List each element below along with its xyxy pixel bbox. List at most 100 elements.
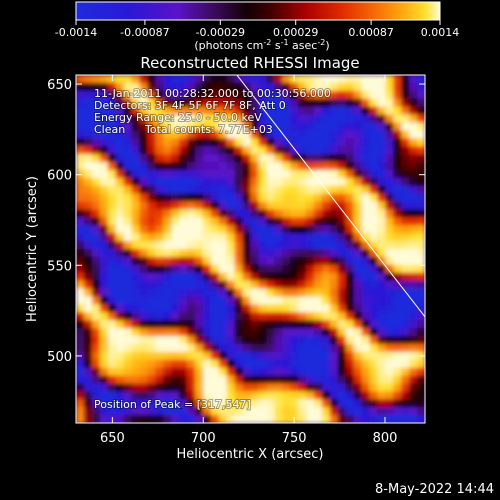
heatmap-cell xyxy=(123,249,133,258)
heatmap-cell xyxy=(99,138,109,147)
heatmap-cell xyxy=(337,296,347,305)
heatmap-cell xyxy=(409,280,418,290)
heatmap-cell xyxy=(385,225,394,234)
heatmap-cell xyxy=(115,98,125,108)
heatmap-cell xyxy=(345,375,355,385)
heatmap-cell xyxy=(194,114,204,124)
heatmap-cell xyxy=(202,343,212,353)
heatmap-cell xyxy=(187,146,196,155)
heatmap-cell xyxy=(298,256,307,266)
heatmap-cell xyxy=(83,146,93,155)
heatmap-cell xyxy=(107,130,117,139)
heatmap-cell xyxy=(385,201,394,211)
heatmap-cell xyxy=(234,288,244,298)
heatmap-cell xyxy=(274,82,283,92)
heatmap-cell xyxy=(345,82,355,92)
heatmap-cell xyxy=(337,193,347,203)
heatmap-cell xyxy=(210,130,220,139)
heatmap-cell xyxy=(91,154,101,163)
heatmap-cell xyxy=(147,391,156,400)
heatmap-cell xyxy=(115,162,125,171)
heatmap-cell xyxy=(290,367,299,377)
heatmap-cell xyxy=(266,241,275,250)
heatmap-cell xyxy=(234,272,244,282)
heatmap-cell xyxy=(99,217,109,226)
heatmap-cell xyxy=(194,106,204,116)
heatmap-cell xyxy=(290,288,299,298)
heatmap-cell xyxy=(131,280,141,290)
heatmap-cell xyxy=(139,280,148,290)
heatmap-cell xyxy=(329,312,339,321)
heatmap-cell xyxy=(218,391,228,400)
heatmap-cell xyxy=(369,98,379,108)
heatmap-cell xyxy=(274,272,283,282)
heatmap-cell xyxy=(409,399,418,408)
heatmap-cell xyxy=(401,320,410,329)
heatmap-cell xyxy=(226,225,236,234)
heatmap-cell xyxy=(361,75,371,84)
heatmap-cell xyxy=(258,383,267,392)
heatmap-cell xyxy=(321,225,331,234)
heatmap-cell xyxy=(258,272,267,282)
heatmap-cell xyxy=(171,138,180,147)
heatmap-cell xyxy=(179,296,188,305)
heatmap-cell xyxy=(99,82,109,92)
heatmap-cell xyxy=(409,288,418,298)
colorbar-tick-label: 0.00029 xyxy=(273,26,319,39)
heatmap-cell xyxy=(298,367,307,377)
heatmap-cell xyxy=(194,177,204,187)
heatmap-cell xyxy=(242,296,252,305)
heatmap-cell xyxy=(163,75,172,84)
heatmap-cell xyxy=(210,185,220,195)
heatmap-cell xyxy=(76,114,85,124)
heatmap-cell xyxy=(298,241,307,250)
heatmap-cell xyxy=(107,375,117,385)
heatmap-cell xyxy=(234,225,244,234)
heatmap-cell xyxy=(171,415,180,423)
heatmap-cell xyxy=(242,122,252,131)
heatmap-cell xyxy=(409,320,418,329)
heatmap-cell xyxy=(361,312,371,321)
heatmap-cell xyxy=(361,320,371,329)
heatmap-cell xyxy=(139,75,148,84)
heatmap-cell xyxy=(345,90,355,100)
heatmap-cell xyxy=(282,82,291,92)
heatmap-cell xyxy=(361,399,371,408)
heatmap-cell xyxy=(194,162,204,171)
heatmap-cell xyxy=(115,225,125,234)
heatmap-cell xyxy=(258,343,267,353)
heatmap-cell xyxy=(345,351,355,361)
heatmap-cell xyxy=(76,359,85,369)
heatmap-cell xyxy=(194,90,204,100)
heatmap-cell xyxy=(409,367,418,377)
heatmap-cell xyxy=(99,272,109,282)
heatmap-cell xyxy=(242,98,252,108)
heatmap-cell xyxy=(345,296,355,305)
heatmap-cell xyxy=(321,288,331,298)
heatmap-cell xyxy=(369,296,379,305)
heatmap-cell xyxy=(131,98,141,108)
heatmap-cell xyxy=(306,209,315,218)
heatmap-cell xyxy=(361,162,371,171)
heatmap-cell xyxy=(99,407,109,416)
heatmap-cell xyxy=(417,75,425,84)
heatmap-cell xyxy=(107,304,117,313)
heatmap-cell xyxy=(393,225,402,234)
heatmap-cell xyxy=(313,272,323,282)
heatmap-cell xyxy=(369,264,379,274)
heatmap-cell xyxy=(210,241,220,250)
heatmap-cell xyxy=(139,122,148,131)
heatmap-cell xyxy=(266,367,275,377)
heatmap-cell xyxy=(187,280,196,290)
heatmap-cell xyxy=(234,217,244,226)
heatmap-cell xyxy=(353,75,363,84)
heatmap-cell xyxy=(258,256,267,266)
heatmap-cell xyxy=(290,320,299,329)
heatmap-cell xyxy=(123,90,133,100)
heatmap-cell xyxy=(298,415,307,423)
heatmap-cell xyxy=(377,320,386,329)
heatmap-cell xyxy=(401,90,410,100)
heatmap-cell xyxy=(131,217,141,226)
heatmap-cell xyxy=(131,75,141,84)
heatmap-cell xyxy=(313,146,323,155)
